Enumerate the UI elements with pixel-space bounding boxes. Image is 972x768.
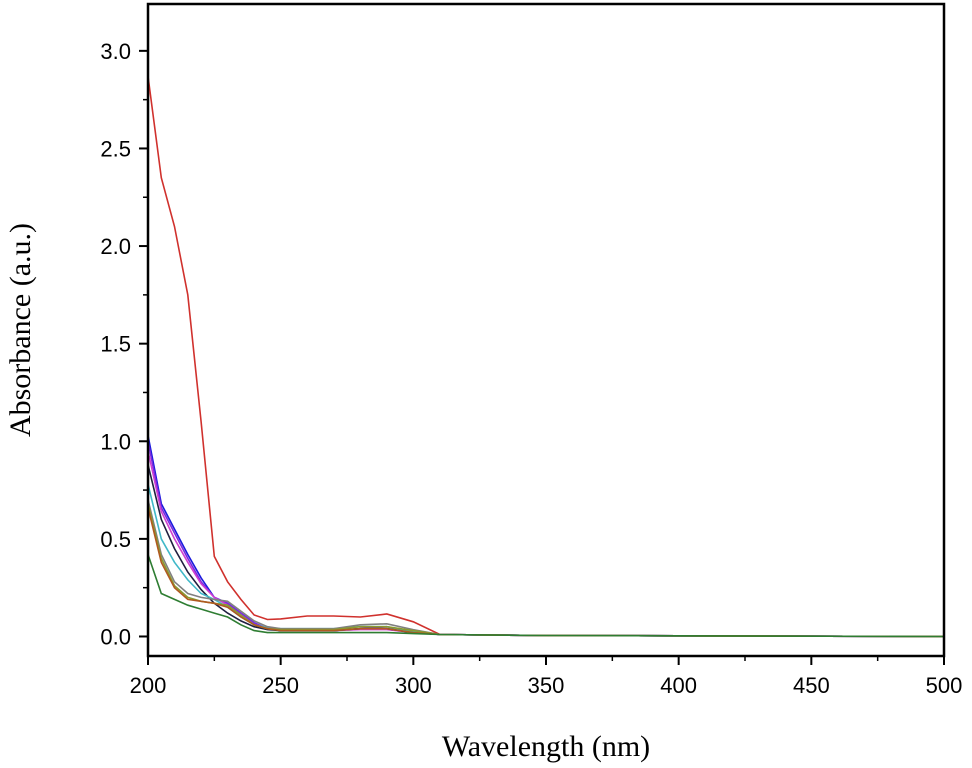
series-line-2	[147, 435, 945, 638]
plot-frame	[146, 2, 946, 658]
x-tick-label: 400	[660, 673, 697, 698]
series-line-9	[147, 507, 945, 638]
x-tick-label: 200	[130, 673, 167, 698]
x-tick-label: 450	[793, 673, 830, 698]
x-axis-title: Wavelength (nm)	[442, 730, 650, 763]
series-line-3	[147, 441, 945, 638]
series-line-8	[147, 503, 945, 638]
x-tick-label: 500	[926, 673, 963, 698]
x-tick-label: 300	[395, 673, 432, 698]
y-tick-label: 0.5	[100, 527, 131, 552]
series-line-6	[147, 484, 945, 638]
series-line-1	[147, 76, 945, 638]
series-line-10	[147, 554, 945, 638]
y-tick-label: 3.0	[100, 39, 131, 64]
y-tick-label: 0.0	[100, 624, 131, 649]
y-tick-label: 2.5	[100, 136, 131, 161]
series-line-7	[147, 499, 945, 638]
x-tick-label: 250	[262, 673, 299, 698]
y-tick-label: 1.0	[100, 429, 131, 454]
x-tick-label: 350	[528, 673, 565, 698]
y-axis-title: Absorbance (a.u.)	[4, 223, 37, 437]
series-line-4	[147, 450, 945, 638]
y-tick-label: 2.0	[100, 234, 131, 259]
tick-layer: 200 250 300 350 400 450 500 0.0 0.5 1.0 1.5 2.0 2.5 3…	[100, 39, 962, 698]
y-tick-label: 1.5	[100, 332, 131, 357]
series-layer	[147, 76, 945, 638]
series-line-5	[147, 464, 945, 638]
